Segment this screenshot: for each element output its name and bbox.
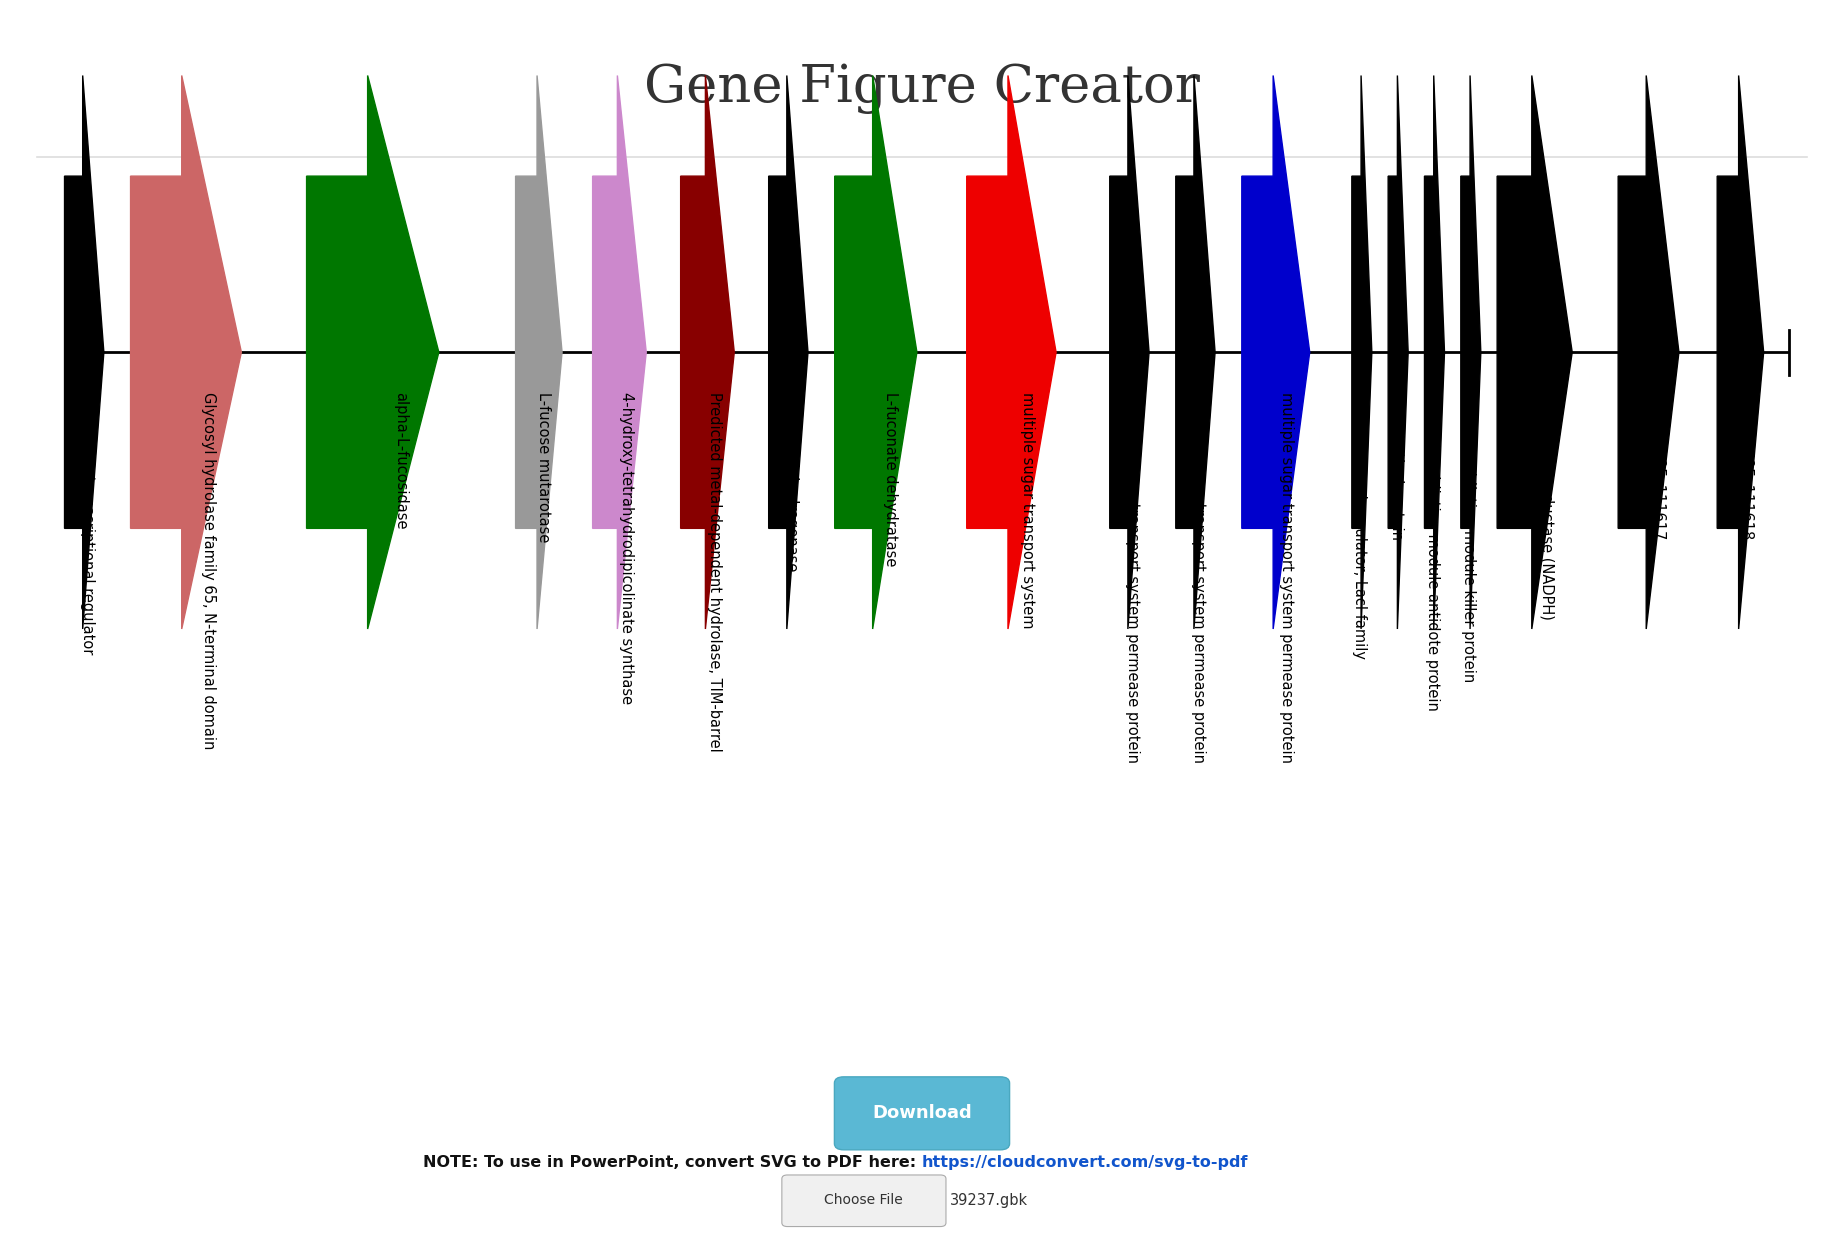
FancyArrow shape <box>966 75 1057 629</box>
Text: Ga0064495_111618: Ga0064495_111618 <box>1737 392 1754 541</box>
Text: L-fuconate dehydratase: L-fuconate dehydratase <box>883 392 898 567</box>
Text: thioredoxin reductase (NADPH): thioredoxin reductase (NADPH) <box>1540 392 1554 620</box>
Text: putative addiction module killer protein: putative addiction module killer protein <box>1460 392 1477 683</box>
FancyArrow shape <box>516 75 562 629</box>
FancyArrow shape <box>835 75 916 629</box>
Text: L-fucose dehydrogenase: L-fucose dehydrogenase <box>784 392 798 572</box>
Text: Glycosyl hydrolase family 65, N-terminal domain: Glycosyl hydrolase family 65, N-terminal… <box>201 392 216 750</box>
FancyArrow shape <box>1389 75 1409 629</box>
Text: hypothetical protein: hypothetical protein <box>1389 392 1403 541</box>
FancyBboxPatch shape <box>782 1175 946 1227</box>
Text: probable addiction module antidote protein: probable addiction module antidote prote… <box>1425 392 1440 711</box>
Text: Predicted metal-dependent hydrolase, TIM-barrel: Predicted metal-dependent hydrolase, TIM… <box>706 392 721 752</box>
Text: Download: Download <box>872 1105 972 1122</box>
FancyArrow shape <box>1619 75 1678 629</box>
FancyArrow shape <box>306 75 439 629</box>
FancyArrow shape <box>1110 75 1149 629</box>
Text: NOTE: To use in PowerPoint, convert SVG to PDF here:: NOTE: To use in PowerPoint, convert SVG … <box>424 1155 922 1170</box>
FancyArrow shape <box>1352 75 1372 629</box>
Text: Choose File: Choose File <box>824 1193 902 1208</box>
FancyArrow shape <box>592 75 645 629</box>
FancyArrow shape <box>65 75 103 629</box>
FancyArrow shape <box>680 75 734 629</box>
FancyArrow shape <box>1460 75 1481 629</box>
FancyArrow shape <box>1176 75 1215 629</box>
FancyBboxPatch shape <box>833 1077 1011 1150</box>
Text: Gene Figure Creator: Gene Figure Creator <box>644 63 1200 114</box>
Text: alpha-L-fucosidase: alpha-L-fucosidase <box>393 392 408 530</box>
Text: 4-hydroxy-tetrahydrodipicolinate synthase: 4-hydroxy-tetrahydrodipicolinate synthas… <box>620 392 634 704</box>
Text: LacI family transcriptional regulator: LacI family transcriptional regulator <box>79 392 94 655</box>
FancyArrow shape <box>769 75 808 629</box>
Text: multiple sugar transport system: multiple sugar transport system <box>1020 392 1036 629</box>
Text: Ga0064495_111617: Ga0064495_111617 <box>1649 392 1665 541</box>
Text: https://cloudconvert.com/svg-to-pdf: https://cloudconvert.com/svg-to-pdf <box>922 1155 1248 1170</box>
FancyArrow shape <box>1241 75 1309 629</box>
Text: transcriptional regulator, LacI family: transcriptional regulator, LacI family <box>1352 392 1366 659</box>
FancyArrow shape <box>1424 75 1444 629</box>
Text: 39237.gbk: 39237.gbk <box>950 1193 1027 1208</box>
FancyArrow shape <box>1717 75 1763 629</box>
Text: multiple sugar transport system permease protein: multiple sugar transport system permease… <box>1280 392 1294 764</box>
Text: L-fucose mutarotase: L-fucose mutarotase <box>537 392 551 543</box>
Text: multiple sugar transport system permease protein: multiple sugar transport system permease… <box>1125 392 1140 764</box>
FancyArrow shape <box>1497 75 1573 629</box>
FancyArrow shape <box>131 75 242 629</box>
Text: multiple sugar transport system permease protein: multiple sugar transport system permease… <box>1191 392 1206 764</box>
